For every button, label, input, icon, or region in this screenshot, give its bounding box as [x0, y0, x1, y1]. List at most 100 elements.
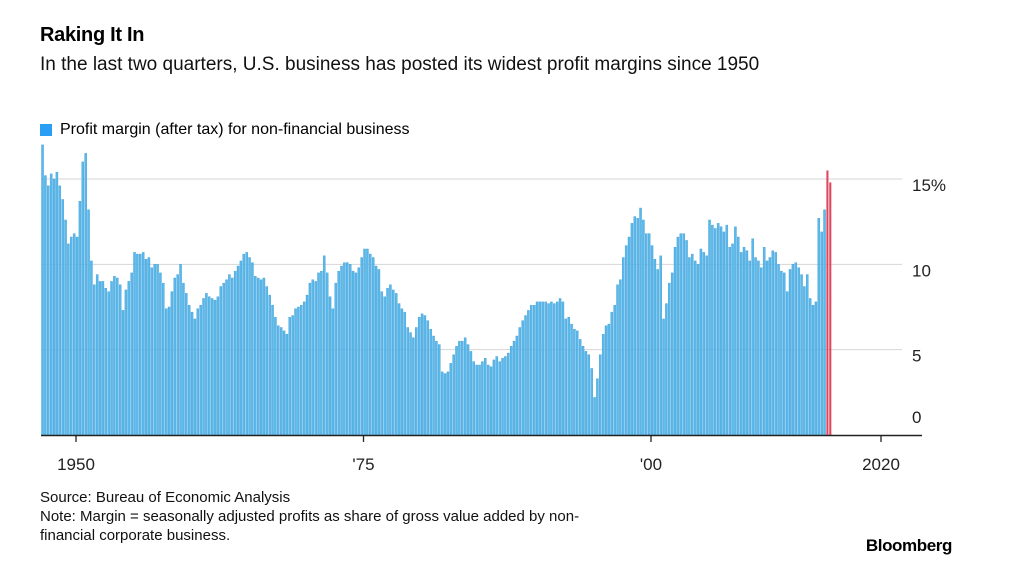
- bar: [133, 252, 136, 436]
- bar: [294, 308, 297, 436]
- x-tick-label: '00: [640, 455, 662, 474]
- bar: [219, 286, 223, 436]
- bar: [196, 308, 200, 436]
- bar: [265, 286, 269, 436]
- bar: [70, 236, 73, 436]
- bar: [423, 315, 427, 436]
- bar: [245, 252, 248, 436]
- y-axis-labels: 0 5 10 15%: [912, 176, 946, 427]
- bar: [561, 301, 565, 436]
- bar: [371, 257, 375, 436]
- bar: [147, 257, 151, 436]
- bar: [748, 260, 752, 436]
- bar: [731, 243, 734, 436]
- bar: [693, 260, 697, 436]
- bar: [817, 218, 821, 436]
- bar: [354, 272, 358, 436]
- bar: [682, 233, 685, 436]
- bar: [481, 361, 484, 436]
- bars: [41, 144, 832, 436]
- bar: [383, 296, 386, 436]
- bar: [305, 294, 309, 436]
- bar: [645, 233, 648, 436]
- bar: [210, 298, 214, 436]
- bar: [274, 317, 277, 436]
- bar: [190, 311, 194, 436]
- bar: [737, 236, 740, 436]
- bar: [118, 284, 122, 436]
- bar: [331, 308, 335, 436]
- bar: [67, 243, 70, 436]
- bar: [101, 281, 105, 436]
- bar: [75, 236, 79, 436]
- bar: [722, 231, 726, 436]
- bar: [72, 233, 76, 436]
- bar: [584, 351, 588, 436]
- bar: [576, 330, 579, 436]
- bar: [323, 255, 326, 436]
- bar: [478, 364, 481, 436]
- bar: [581, 346, 585, 436]
- bar: [808, 298, 812, 436]
- bar: [567, 317, 570, 436]
- bar: [127, 281, 131, 436]
- bar: [702, 252, 706, 436]
- bar: [173, 277, 177, 436]
- bar: [87, 209, 90, 436]
- bar: [619, 279, 622, 436]
- bar: [530, 305, 533, 436]
- bar: [532, 305, 536, 436]
- bar: [47, 185, 50, 436]
- bar: [176, 274, 179, 436]
- bar: [417, 317, 421, 436]
- bar: [150, 267, 154, 436]
- bar: [343, 262, 346, 436]
- legend-label: Profit margin (after tax) for non-financ…: [60, 121, 410, 138]
- legend: Profit margin (after tax) for non-financ…: [40, 121, 409, 139]
- bar: [337, 270, 340, 436]
- bar: [225, 279, 228, 436]
- bar: [268, 294, 271, 436]
- bar: [440, 371, 444, 436]
- bar: [182, 282, 185, 436]
- bar: [777, 264, 780, 436]
- bar: [668, 282, 671, 436]
- bar: [78, 200, 82, 436]
- bar: [814, 301, 818, 436]
- bar: [164, 308, 168, 436]
- footer: Source: Bureau of Economic Analysis Note…: [40, 488, 579, 545]
- bar: [489, 366, 493, 436]
- bar: [665, 303, 668, 436]
- bar: [783, 272, 786, 436]
- bar: [734, 226, 737, 436]
- bar: [492, 359, 496, 436]
- bar: [455, 346, 458, 436]
- bar: [633, 216, 637, 436]
- bar: [452, 354, 455, 436]
- bar: [139, 253, 142, 436]
- bar: [202, 298, 205, 436]
- bar: [389, 284, 392, 436]
- bar: [366, 248, 369, 436]
- x-axis: [41, 434, 922, 442]
- bar: [170, 291, 174, 436]
- bar: [136, 253, 139, 436]
- bar: [251, 262, 254, 436]
- bar: [438, 344, 441, 436]
- bar: [256, 277, 260, 436]
- bar: [544, 301, 547, 436]
- bar: [141, 252, 145, 436]
- bar: [466, 344, 470, 436]
- x-axis-labels: 1950 '75 '00 2020: [57, 455, 900, 474]
- bar: [320, 270, 323, 436]
- bar: [107, 291, 110, 436]
- bar: [328, 296, 332, 436]
- legend-swatch: [40, 124, 52, 136]
- bar: [254, 276, 257, 436]
- bar: [587, 354, 591, 436]
- bar: [613, 305, 616, 436]
- bar: [527, 310, 530, 436]
- bar: [302, 301, 306, 436]
- bar: [627, 236, 631, 436]
